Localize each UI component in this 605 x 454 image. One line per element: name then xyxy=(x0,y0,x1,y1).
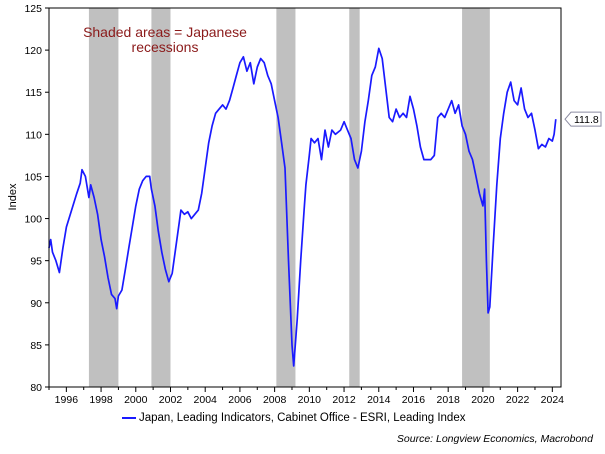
x-tick-label-2002: 2002 xyxy=(159,394,183,406)
x-tick-label-2016: 2016 xyxy=(402,394,426,406)
x-tick-label-2020: 2020 xyxy=(471,394,495,406)
y-tick-label-120: 120 xyxy=(24,45,42,57)
x-tick-label-2018: 2018 xyxy=(437,394,461,406)
legend: Japan, Leading Indicators, Cabinet Offic… xyxy=(122,412,465,424)
x-tick-label-1998: 1998 xyxy=(89,394,113,406)
series-line-1 xyxy=(48,47,557,367)
last-value-callout-box xyxy=(564,111,602,127)
recession-band-2 xyxy=(151,8,171,387)
x-tick-label-2012: 2012 xyxy=(332,394,356,406)
y-tick-label-80: 80 xyxy=(30,382,42,394)
last-value-callout: 111.8 xyxy=(564,111,602,127)
recession-bands xyxy=(88,8,490,387)
y-tick-label-90: 90 xyxy=(30,298,42,310)
recession-band-4 xyxy=(349,8,360,387)
x-tick-label-2022: 2022 xyxy=(506,394,530,406)
y-axis-title: Index xyxy=(7,183,19,210)
annotation-line-2: recessions xyxy=(132,39,199,55)
x-axis: 1996 1998 2000 2002 2004 2006 2008 2010 2012 2014… xyxy=(48,387,565,406)
series-layer xyxy=(48,47,557,367)
plot-frame xyxy=(48,7,562,388)
recession-band-5 xyxy=(462,8,490,387)
x-tick-label-2000: 2000 xyxy=(124,394,148,406)
x-tick-label-1996: 1996 xyxy=(55,394,79,406)
y-tick-label-85: 85 xyxy=(30,340,42,352)
x-tick-label-2010: 2010 xyxy=(298,394,322,406)
legend-swatch xyxy=(122,417,136,419)
x-tick-label-2004: 2004 xyxy=(194,394,218,406)
x-tick-label-2008: 2008 xyxy=(263,394,287,406)
y-axis: 80 85 90 95 100 105 110 115 120 125 xyxy=(24,3,49,394)
x-tick-label-2006: 2006 xyxy=(228,394,252,406)
y-tick-label-115: 115 xyxy=(25,87,42,99)
y-tick-label-95: 95 xyxy=(30,256,42,268)
y-tick-label-125: 125 xyxy=(24,3,42,15)
y-tick-label-110: 110 xyxy=(25,129,42,141)
source-note: Source: Longview Economics, Macrobond xyxy=(396,433,593,445)
x-tick-label-2024: 2024 xyxy=(541,394,565,406)
y-tick-label-100: 100 xyxy=(24,214,42,226)
x-tick-label-2014: 2014 xyxy=(367,394,391,406)
y-tick-label-105: 105 xyxy=(24,171,42,183)
legend-label: Japan, Leading Indicators, Cabinet Offic… xyxy=(139,412,466,424)
last-value-label: 111.8 xyxy=(574,114,599,126)
annotation-line-1: Shaded areas = Japanese xyxy=(83,24,247,40)
